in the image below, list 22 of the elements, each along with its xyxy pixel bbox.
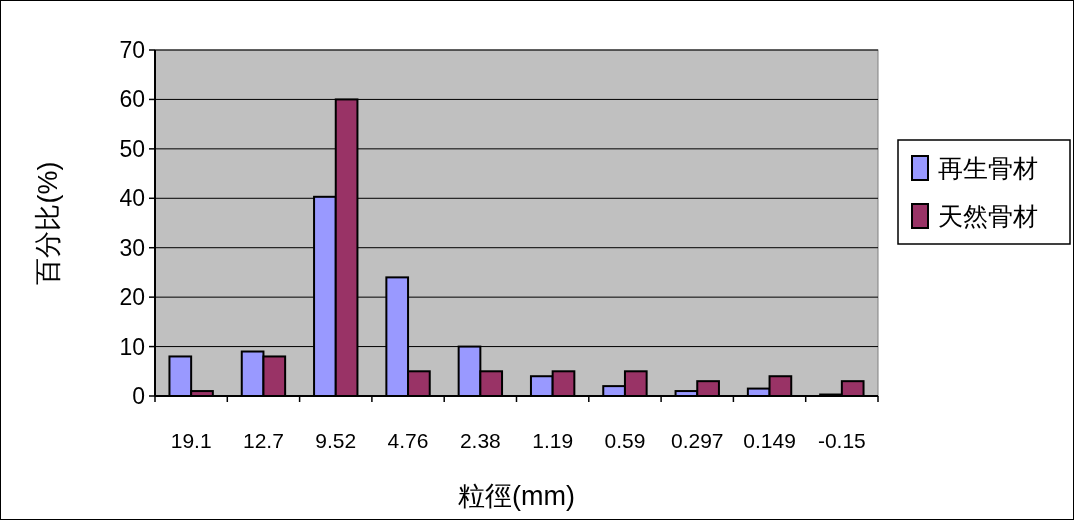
y-tick-label: 60: [119, 86, 145, 113]
y-tick-label: 40: [119, 185, 145, 212]
y-tick-label: 20: [119, 284, 145, 311]
x-tick-label: 1.19: [532, 429, 574, 452]
legend-label: 天然骨材: [938, 202, 1038, 230]
y-axis-title: 百分比(%): [33, 161, 63, 285]
y-tick-label: 10: [119, 333, 145, 360]
x-tick-label: 9.52: [315, 429, 357, 452]
x-tick-label: 0.297: [670, 429, 724, 452]
x-tick-label: 4.76: [387, 429, 429, 452]
legend-label: 再生骨材: [938, 154, 1038, 182]
x-tick-label: 2.38: [459, 429, 501, 452]
y-tick-label: 50: [119, 135, 145, 162]
x-tick-label: 19.1: [170, 429, 212, 452]
y-tick-label: 70: [119, 37, 145, 63]
x-tick-label: 12.7: [243, 429, 284, 452]
x-tick-label: 0.149: [743, 429, 796, 452]
y-tick-label: 30: [119, 234, 145, 261]
x-tick-label: 0.59: [604, 429, 646, 452]
x-axis-title: 粒徑(mm): [458, 481, 575, 511]
x-tick-label: -0.15: [817, 429, 866, 452]
y-tick-label: 0: [132, 383, 145, 409]
